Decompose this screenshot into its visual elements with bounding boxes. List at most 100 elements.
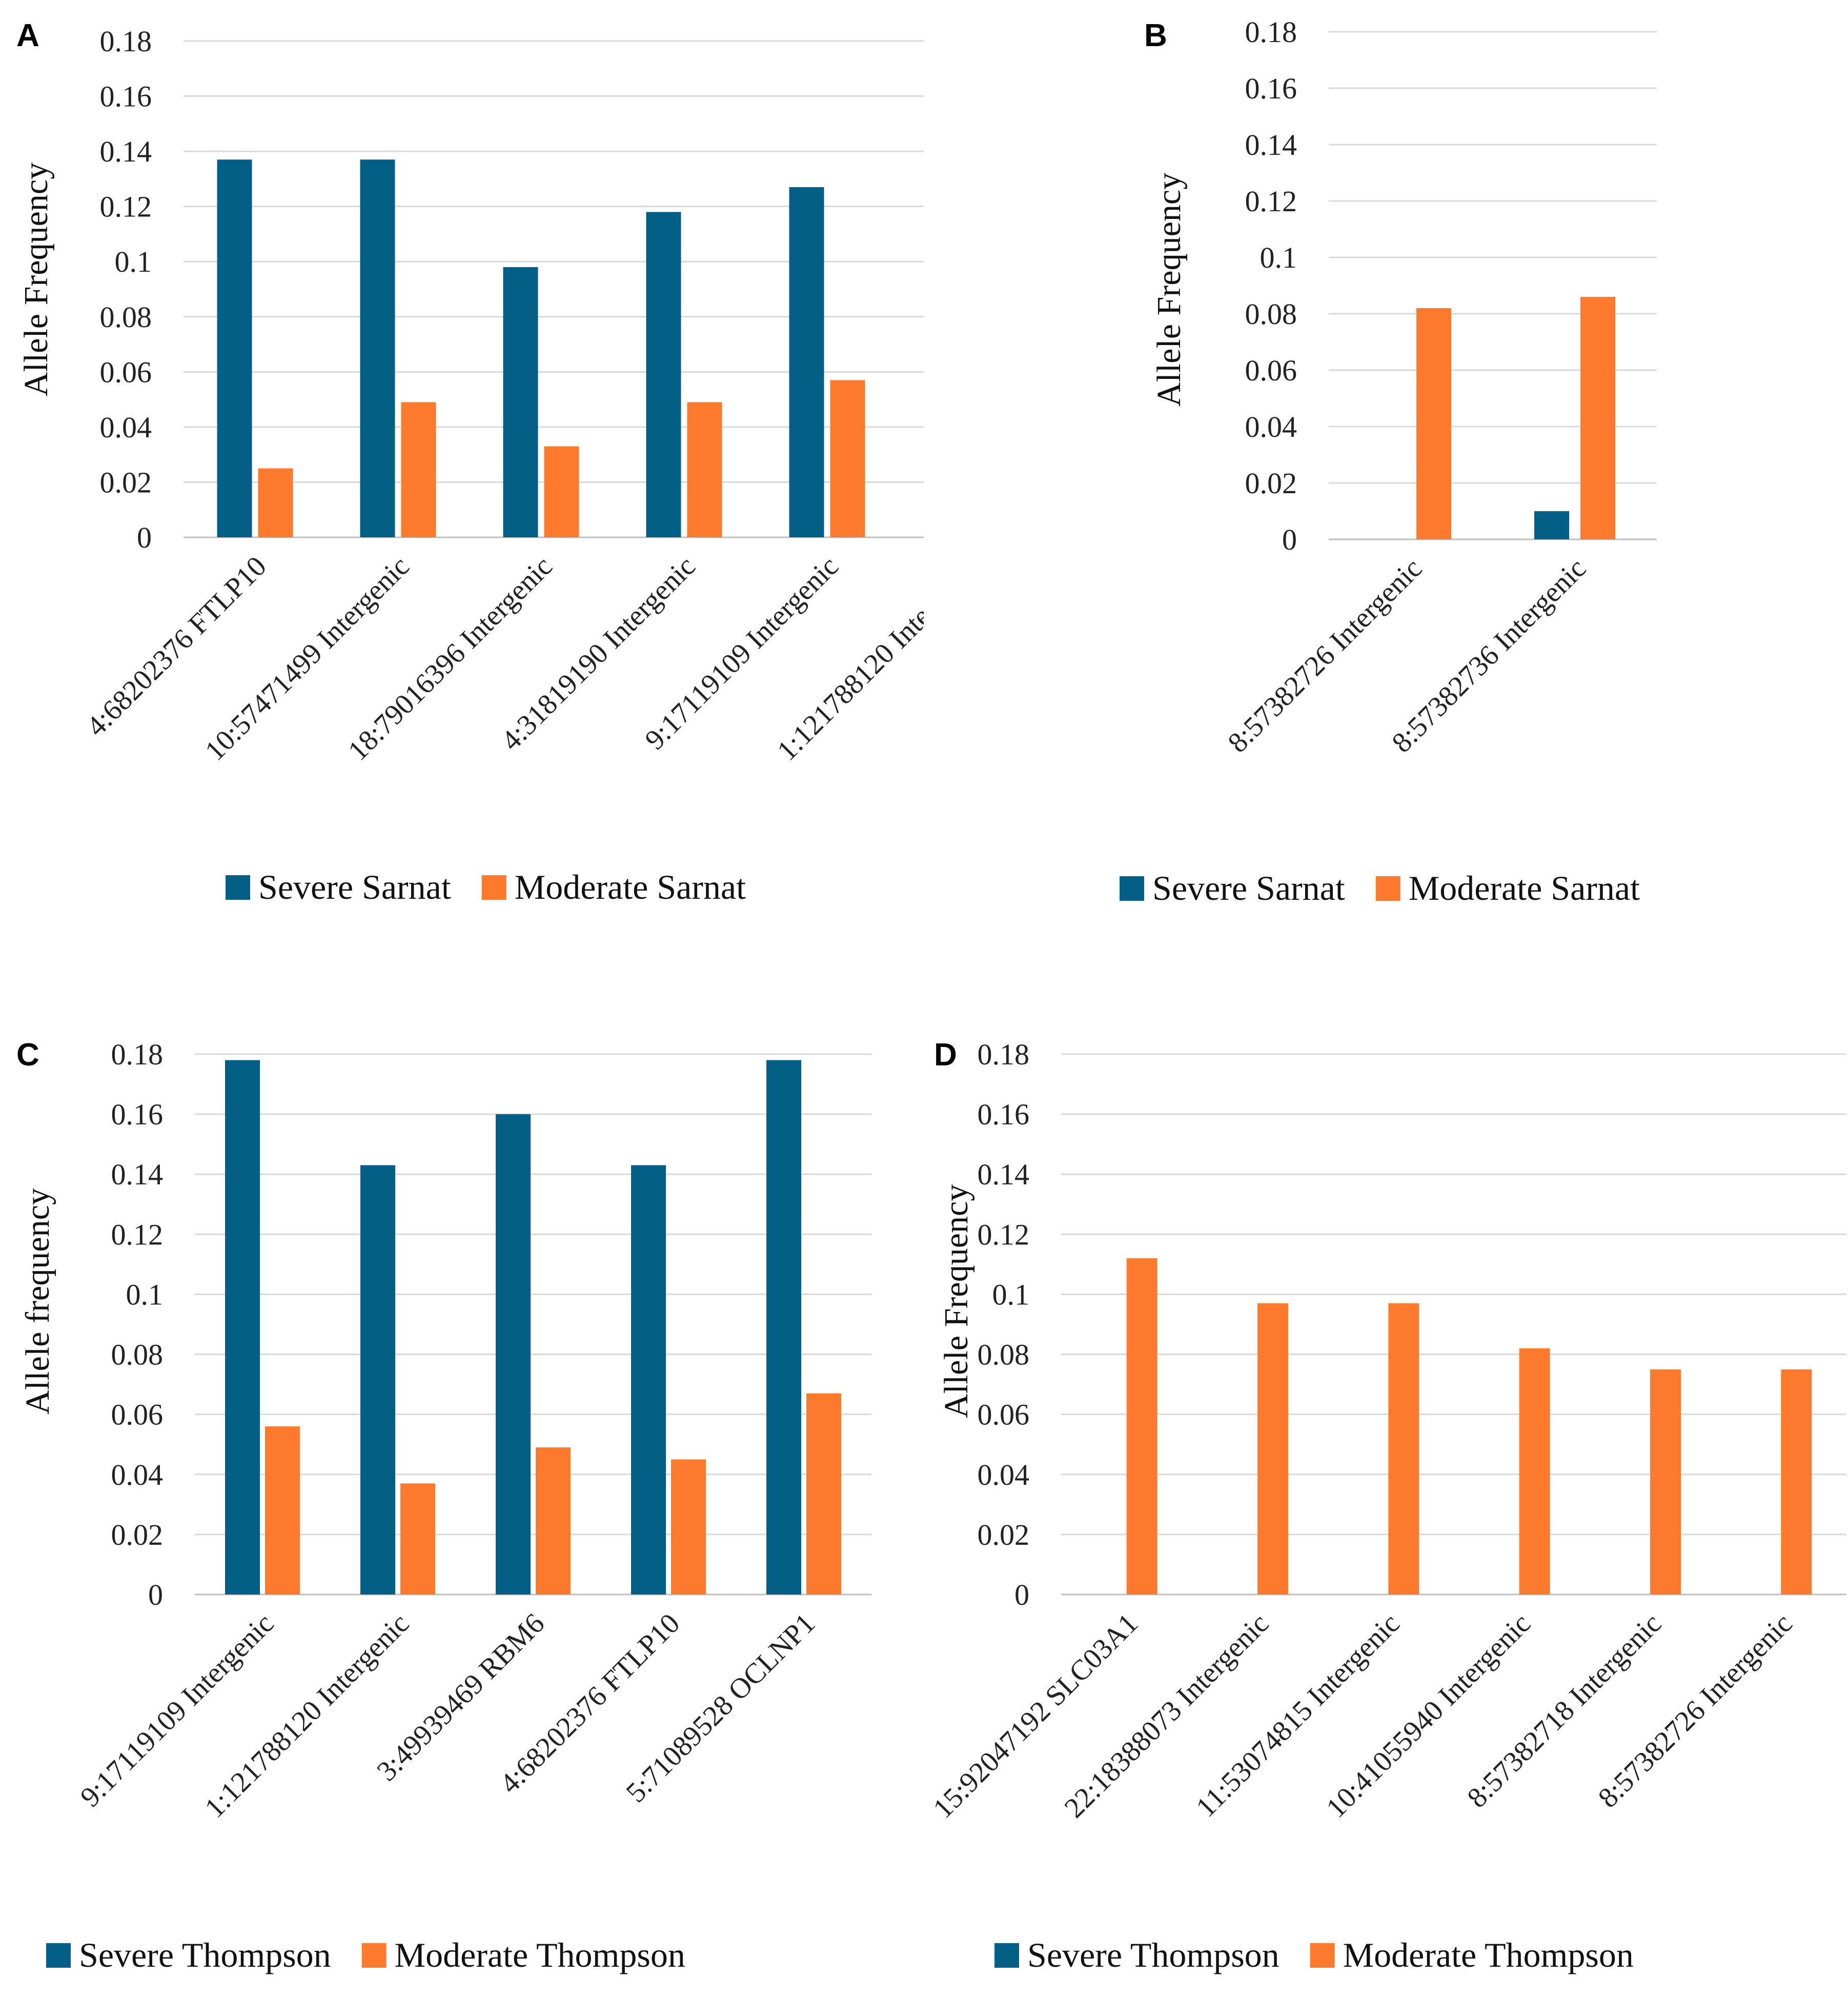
- chart-panel-a: A 0 0.02 0.04 0.06 0.08 0.1 0.12 0.14 0.16 0.18 All…: [0, 0, 924, 999]
- bar-b-moderate-0: [1416, 308, 1451, 539]
- legend-swatch-b-1: [1375, 876, 1400, 901]
- y-tick-b-9: 0.18: [1245, 15, 1297, 49]
- y-tick-b-3: 0.06: [1245, 354, 1297, 387]
- y-tick-b-6: 0.12: [1245, 185, 1297, 218]
- y-tick-c-9: 0.18: [111, 1038, 164, 1071]
- y-tick-a-8: 0.16: [100, 80, 152, 113]
- y-tick-b-4: 0.08: [1245, 297, 1297, 331]
- bar-c-severe-1: [360, 1165, 395, 1595]
- legend-swatch-d-1: [1310, 1943, 1335, 1968]
- y-tick-d-9: 0.18: [978, 1038, 1030, 1071]
- y-tick-d-6: 0.12: [978, 1218, 1030, 1251]
- y-tick-c-4: 0.08: [111, 1338, 164, 1371]
- legend-swatch-b-0: [1120, 876, 1144, 901]
- bar-c-severe-2: [496, 1114, 531, 1595]
- legend-swatch-c-1: [361, 1943, 387, 1968]
- y-axis-label-a: Allele Frequency: [17, 163, 55, 396]
- y-axis-label-c: Allele frequency: [19, 1188, 56, 1415]
- y-tick-a-6: 0.12: [100, 190, 152, 224]
- bar-a-severe-0: [217, 159, 252, 537]
- legend-swatch-d-0: [994, 1943, 1019, 1968]
- legend-label-b-0: Severe Sarnat: [1152, 869, 1345, 907]
- bar-d-moderate-4: [1650, 1369, 1681, 1595]
- bar-d-moderate-2: [1388, 1303, 1419, 1595]
- chart-a-svg: A 0 0.02 0.04 0.06 0.08 0.1 0.12 0.14 0.16 0.18 All…: [16, 18, 924, 906]
- legend-label-a-0: Severe Sarnat: [258, 867, 451, 906]
- bar-a-moderate-3: [687, 402, 722, 537]
- y-tick-d-7: 0.14: [978, 1158, 1030, 1191]
- bar-c-moderate-1: [400, 1483, 435, 1595]
- legend-swatch-c-0: [46, 1943, 71, 1968]
- y-tick-d-3: 0.06: [978, 1398, 1030, 1431]
- chart-c-svg: C 0 0.02 0.04 0.06 0.08 0.1 0.12 0.14 0.16 0.18 All…: [16, 1037, 871, 1974]
- bar-c-severe-3: [631, 1165, 666, 1595]
- panel-letter-d: D: [934, 1037, 957, 1073]
- bar-a-severe-4: [789, 187, 824, 537]
- y-tick-c-3: 0.06: [111, 1398, 164, 1431]
- y-tick-d-0: 0: [1014, 1578, 1029, 1611]
- y-tick-b-8: 0.16: [1245, 72, 1297, 105]
- legend-swatch-a-1: [481, 875, 506, 900]
- y-tick-c-8: 0.16: [111, 1098, 164, 1131]
- legend-swatch-a-0: [226, 875, 250, 900]
- y-tick-b-1: 0.02: [1245, 467, 1297, 500]
- y-tick-c-7: 0.14: [111, 1158, 164, 1191]
- y-tick-d-2: 0.04: [978, 1458, 1030, 1491]
- y-tick-d-4: 0.08: [978, 1338, 1030, 1371]
- legend-label-d-1: Moderate Thompson: [1343, 1935, 1634, 1974]
- panel-letter-a: A: [16, 18, 39, 53]
- y-tick-a-2: 0.04: [100, 411, 152, 444]
- y-tick-d-5: 0.1: [992, 1278, 1030, 1311]
- legend-label-c-0: Severe Thompson: [79, 1935, 331, 1974]
- bar-a-severe-1: [360, 159, 395, 537]
- bar-d-moderate-0: [1126, 1258, 1157, 1595]
- bar-d-moderate-1: [1257, 1303, 1288, 1595]
- bar-c-severe-4: [766, 1060, 801, 1595]
- y-tick-b-5: 0.1: [1260, 241, 1297, 274]
- bar-a-severe-2: [503, 267, 538, 537]
- legend-label-c-1: Moderate Thompson: [395, 1935, 685, 1974]
- y-axis-label-b: Allele Frequency: [1150, 173, 1188, 407]
- y-tick-b-7: 0.14: [1245, 128, 1297, 162]
- y-tick-a-0: 0: [137, 521, 152, 554]
- y-tick-c-6: 0.12: [111, 1218, 164, 1251]
- y-tick-c-5: 0.1: [126, 1278, 164, 1311]
- panel-letter-b: B: [1144, 18, 1167, 53]
- chart-panel-b: B 0 0.02 0.04 0.06 0.08 0.1 0.12 0.14 0.16 0.18 All…: [924, 0, 1848, 999]
- bar-a-moderate-4: [830, 380, 865, 537]
- y-tick-a-3: 0.06: [100, 355, 152, 389]
- legend-label-b-1: Moderate Sarnat: [1409, 869, 1640, 907]
- bar-d-moderate-5: [1781, 1369, 1812, 1595]
- bar-a-moderate-0: [258, 468, 293, 537]
- legend-label-a-1: Moderate Sarnat: [515, 867, 746, 906]
- bar-a-moderate-2: [544, 446, 579, 537]
- bar-a-severe-3: [646, 212, 681, 537]
- y-tick-b-0: 0: [1282, 523, 1297, 556]
- bar-c-severe-0: [225, 1060, 260, 1595]
- y-tick-a-7: 0.14: [100, 135, 152, 168]
- chart-panel-d: D 0 0.02 0.04 0.06 0.08 0.1 0.12 0.14 0.16 0.18 All…: [924, 999, 1848, 1998]
- chart-b-svg: B 0 0.02 0.04 0.06 0.08 0.1 0.12 0.14 0.16 0.18 All…: [1120, 15, 1657, 907]
- chart-panel-c: C 0 0.02 0.04 0.06 0.08 0.1 0.12 0.14 0.16 0.18 All…: [0, 999, 924, 1998]
- y-tick-d-8: 0.16: [978, 1098, 1030, 1131]
- y-tick-a-4: 0.08: [100, 300, 152, 334]
- y-tick-c-0: 0: [148, 1578, 163, 1611]
- y-tick-d-1: 0.02: [978, 1518, 1030, 1551]
- bar-a-moderate-1: [401, 402, 436, 537]
- legend-label-d-0: Severe Thompson: [1027, 1935, 1280, 1974]
- y-tick-c-1: 0.02: [111, 1518, 164, 1551]
- y-tick-c-2: 0.04: [111, 1458, 164, 1491]
- bar-b-moderate-1: [1580, 297, 1615, 539]
- y-tick-a-1: 0.02: [100, 466, 152, 499]
- y-tick-a-5: 0.1: [115, 245, 152, 278]
- y-tick-b-2: 0.04: [1245, 410, 1297, 443]
- bar-c-moderate-3: [671, 1459, 706, 1595]
- bar-d-moderate-3: [1519, 1348, 1550, 1595]
- y-axis-label-d: Allele Frequency: [938, 1184, 975, 1418]
- y-tick-a-9: 0.18: [100, 25, 152, 58]
- bar-b-severe-1: [1534, 511, 1569, 539]
- panel-letter-c: C: [16, 1037, 39, 1073]
- bar-c-moderate-2: [536, 1447, 571, 1595]
- chart-d-svg: D 0 0.02 0.04 0.06 0.08 0.1 0.12 0.14 0.16 0.18 All…: [927, 1037, 1846, 1974]
- bar-c-moderate-4: [806, 1393, 841, 1595]
